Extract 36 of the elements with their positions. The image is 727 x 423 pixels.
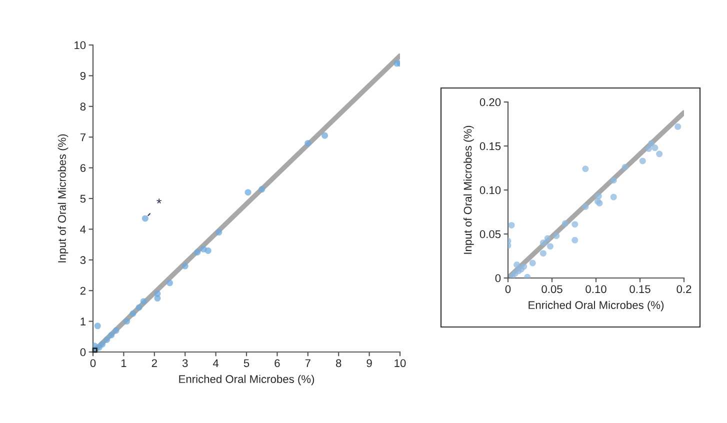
- x-tick-label: 6: [274, 359, 280, 368]
- y-tick-label: 3: [80, 256, 86, 264]
- x-tick-label: 0.15: [630, 285, 650, 294]
- y-tick-label: 4: [80, 226, 86, 234]
- x-tick-label: 0.10: [586, 285, 606, 294]
- x-tick-label: 0: [90, 359, 96, 368]
- annotation: *: [156, 198, 162, 204]
- y-tick-label: 0.15: [480, 142, 501, 150]
- x-tick-label: 10: [394, 359, 406, 368]
- y-tick-label: 8: [80, 102, 86, 111]
- y-tick-label: 0: [495, 274, 501, 282]
- x-tick-label: 9: [366, 359, 372, 368]
- y-tick-label: 7: [80, 133, 86, 142]
- x-tick-label: 0.2: [676, 285, 692, 294]
- x-tick-label: 7: [305, 359, 310, 367]
- x-tick-label: 1: [121, 359, 126, 367]
- y-axis-title: Input of Oral Microbes (%): [58, 134, 68, 262]
- x-axis-title: Enriched Oral Microbes (%): [179, 374, 314, 386]
- x-tick-label: 3: [182, 359, 188, 368]
- y-tick-label: 0.05: [480, 230, 501, 238]
- x-tick-label: 4: [212, 359, 219, 367]
- x-tick-label: 2: [152, 359, 157, 367]
- y-tick-label: 0.10: [480, 186, 501, 194]
- y-tick-label: 10: [74, 41, 86, 50]
- y-tick-label: 0.20: [480, 98, 501, 106]
- y-tick-label: 0: [80, 348, 86, 356]
- x-axis-title: Enriched Oral Microbes (%): [528, 300, 664, 312]
- x-tick-label: 5: [244, 359, 250, 368]
- y-tick-label: 5: [80, 194, 86, 203]
- y-tick-label: 6: [80, 164, 86, 172]
- x-tick-label: 0: [505, 285, 511, 294]
- y-tick-label: 1: [80, 318, 86, 326]
- x-tick-label: 8: [336, 359, 342, 368]
- y-tick-label: 9: [80, 72, 86, 80]
- y-axis-title: Input of Oral Microbes (%): [464, 126, 474, 254]
- x-tick-label: 0.05: [542, 285, 562, 294]
